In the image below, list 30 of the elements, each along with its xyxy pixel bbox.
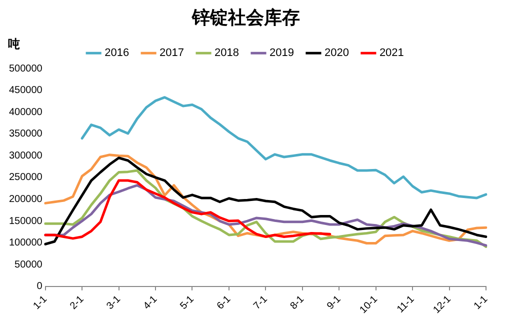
x-tick-label: 3-1 xyxy=(104,294,124,312)
x-tick-label: 11-1 xyxy=(395,294,417,316)
y-tick-label: 400000 xyxy=(8,106,43,118)
chart-title: 锌锭社会库存 xyxy=(191,7,300,28)
x-tick-label: 6-1 xyxy=(215,294,234,312)
legend-label: 2020 xyxy=(324,47,349,60)
x-tick-label: 8-1 xyxy=(288,294,307,312)
x-tick-label: 7-1 xyxy=(252,294,270,312)
x-tick-label: 4-1 xyxy=(142,294,160,312)
x-tick-label: 9-1 xyxy=(325,294,344,312)
x-tick-label: 1-1 xyxy=(472,294,490,312)
y-tick-label: 350000 xyxy=(8,128,43,140)
legend-label: 2019 xyxy=(270,47,294,60)
legend-label: 2017 xyxy=(160,47,184,60)
x-tick-label: 2-1 xyxy=(68,294,86,312)
y-tick-label: 450000 xyxy=(8,85,43,96)
y-tick-label: 250000 xyxy=(8,172,43,184)
y-tick-label: 50000 xyxy=(14,259,43,270)
y-tick-label: 300000 xyxy=(8,150,43,162)
legend-label: 2018 xyxy=(214,47,240,60)
y-tick-label: 200000 xyxy=(8,194,43,206)
x-tick-label: 1-1 xyxy=(31,294,50,312)
y-tick-label: 500000 xyxy=(8,63,43,74)
y-tick-label: 0 xyxy=(36,281,43,292)
y-axis-title: 吨 xyxy=(8,36,20,53)
x-tick-label: 5-1 xyxy=(178,294,197,312)
y-tick-label: 100000 xyxy=(8,238,43,249)
legend-label: 2021 xyxy=(379,47,404,60)
y-tick-label: 150000 xyxy=(8,216,43,227)
legend-label: 2016 xyxy=(104,47,130,60)
